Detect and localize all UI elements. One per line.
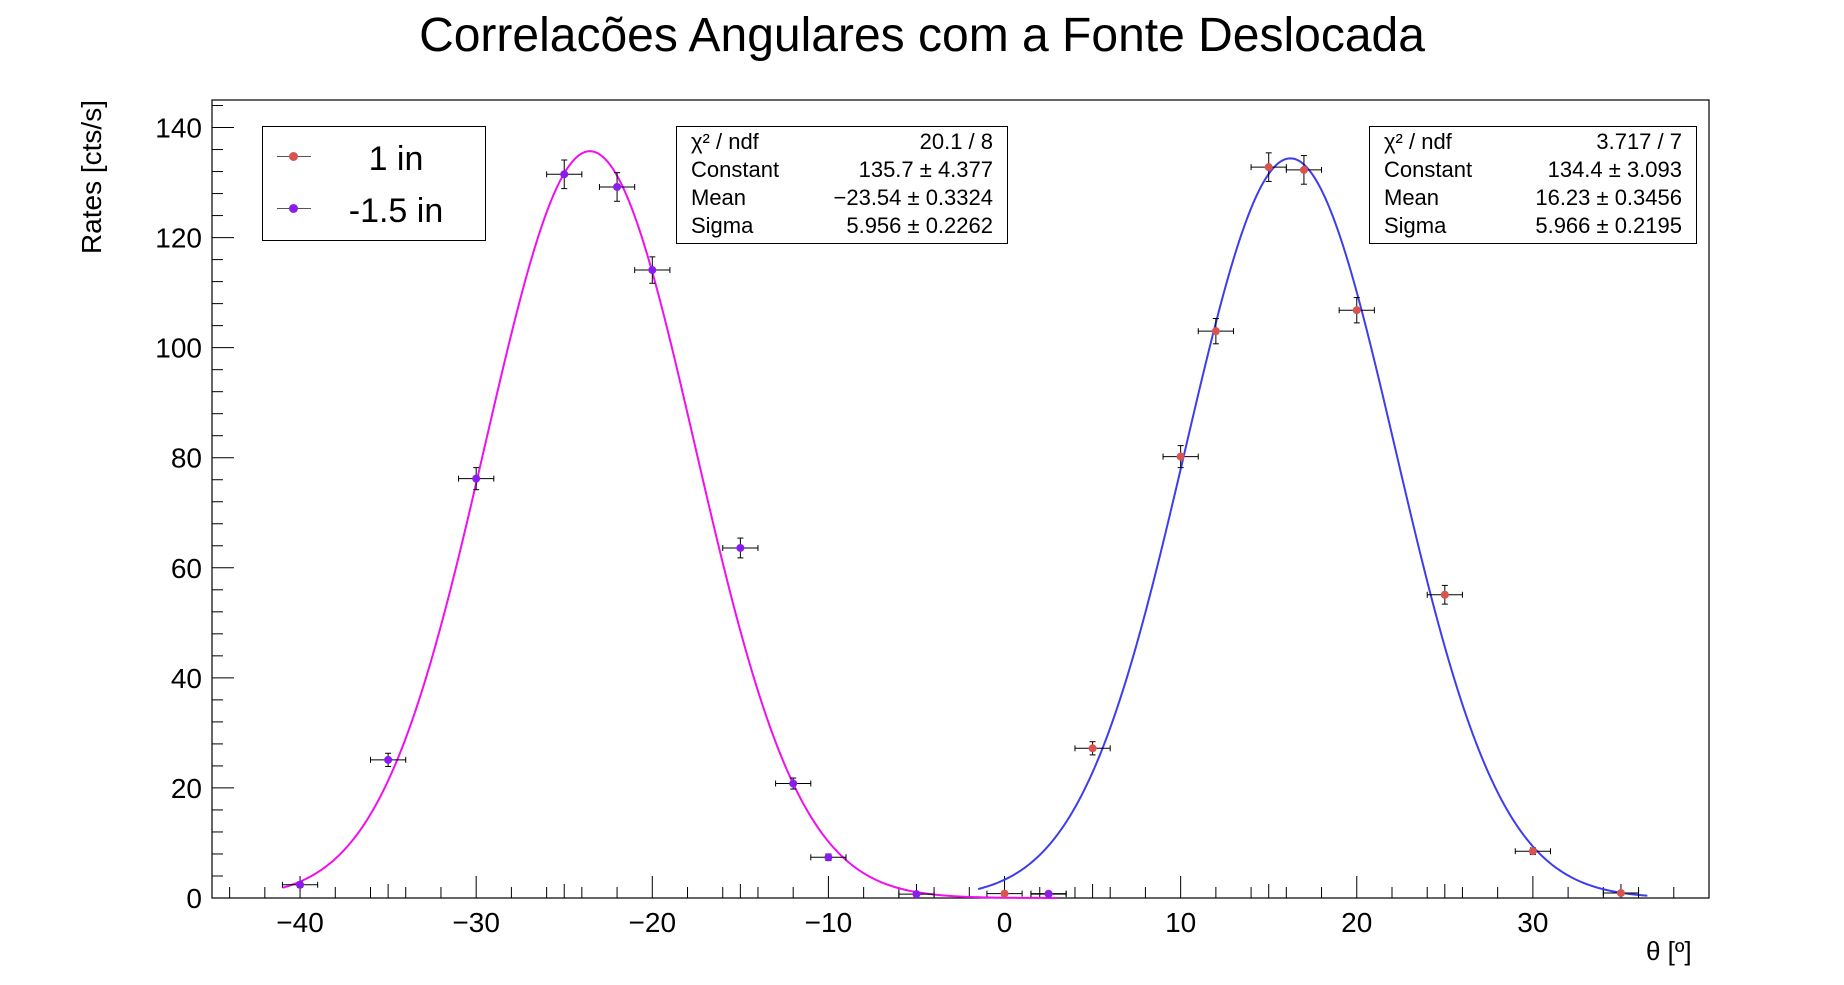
data-point [1044, 890, 1053, 899]
stats-mean-row: Mean −23.54 ± 0.3324 [691, 185, 993, 213]
y-tick-label: 120 [155, 223, 202, 254]
stats-chi2-row: χ² / ndf 20.1 / 8 [691, 129, 993, 157]
fit-stats-box-right: χ² / ndf 3.717 / 7 Constant 134.4 ± 3.09… [1369, 126, 1697, 244]
stats-key: Sigma [1384, 213, 1447, 238]
y-axis-label: Rates [cts/s] [76, 100, 107, 254]
data-point [1352, 306, 1361, 315]
stats-value: 20.1 / 8 [919, 129, 993, 154]
stats-constant-row: Constant 135.7 ± 4.377 [691, 157, 993, 185]
stats-key: Constant [1384, 157, 1473, 182]
legend-entry-1in: 1 in [263, 132, 485, 182]
data-point [824, 853, 833, 862]
x-tick-label: 20 [1341, 907, 1372, 938]
data-point [789, 779, 798, 788]
stats-sigma-row: Sigma 5.966 ± 0.2195 [1384, 213, 1682, 241]
stats-constant-row: Constant 134.4 ± 3.093 [1384, 157, 1682, 185]
x-tick-label: 0 [997, 907, 1013, 938]
chart-title: Correlacões Angulares com a Fonte Desloc… [419, 9, 1425, 62]
data-point [472, 474, 481, 483]
y-tick-label: 0 [186, 883, 202, 914]
data-point [1264, 163, 1273, 172]
stats-value: 5.956 ± 0.2262 [846, 213, 993, 238]
data-point [648, 266, 657, 275]
data-point [1528, 847, 1537, 856]
fit-curve [282, 150, 1058, 899]
y-tick-label: 100 [155, 333, 202, 364]
legend-entry-minus1-5in: -1.5 in [263, 184, 485, 234]
x-tick-label: 30 [1517, 907, 1548, 938]
stats-key: Mean [691, 185, 747, 210]
y-tick-label: 80 [171, 443, 202, 474]
x-axis-label: θ [º] [1646, 936, 1692, 966]
fit-stats-box-left: χ² / ndf 20.1 / 8 Constant 135.7 ± 4.377… [676, 126, 1008, 244]
data-point [1299, 165, 1308, 174]
stats-mean-row: Mean 16.23 ± 0.3456 [1384, 185, 1682, 213]
y-tick-label: 40 [171, 663, 202, 694]
data-point [1000, 889, 1009, 898]
legend-marker-icon [289, 204, 298, 213]
x-tick-label: −10 [805, 907, 853, 938]
fit-curve [977, 157, 1648, 897]
stats-value: 135.7 ± 4.377 [858, 157, 993, 182]
y-tick-label: 20 [171, 773, 202, 804]
stats-value: 16.23 ± 0.3456 [1535, 185, 1682, 210]
legend-marker-icon [289, 152, 298, 161]
legend: 1 in -1.5 in [262, 126, 486, 241]
data-points-group [281, 152, 1640, 899]
data-point [384, 755, 393, 764]
x-tick-label: 10 [1165, 907, 1196, 938]
data-point [912, 890, 921, 899]
stats-key: Sigma [691, 213, 754, 238]
data-point [613, 182, 622, 191]
data-point [296, 880, 305, 889]
legend-label: 1 in [368, 140, 424, 178]
stats-chi2-row: χ² / ndf 3.717 / 7 [1384, 129, 1682, 157]
data-point [560, 170, 569, 179]
fit-curves-group [282, 150, 1648, 899]
x-tick-label: −20 [629, 907, 677, 938]
stats-value: 134.4 ± 3.093 [1547, 157, 1682, 182]
stats-value: 5.966 ± 0.2195 [1535, 213, 1682, 238]
stats-value: −23.54 ± 0.3324 [833, 185, 994, 210]
stats-key: χ² / ndf [691, 129, 759, 154]
data-point [1211, 327, 1220, 336]
data-point [1616, 889, 1625, 898]
y-tick-label: 60 [171, 553, 202, 584]
data-point [1176, 452, 1185, 461]
legend-label: -1.5 in [348, 192, 444, 230]
data-point [736, 543, 745, 552]
axes-group: −40 −30 −20 −10 0 10 20 30 0 20 40 60 80 100 120 140 Rat… [76, 99, 1710, 938]
stats-value: 3.717 / 7 [1596, 129, 1682, 154]
y-tick-label: 140 [155, 113, 202, 144]
stats-key: Mean [1384, 185, 1440, 210]
data-point [1088, 744, 1097, 753]
stats-key: Constant [691, 157, 780, 182]
x-tick-label: −40 [276, 907, 324, 938]
x-tick-label: −30 [452, 907, 500, 938]
stats-key: χ² / ndf [1384, 129, 1452, 154]
data-point [1440, 590, 1449, 599]
stats-sigma-row: Sigma 5.956 ± 0.2262 [691, 213, 993, 241]
plot-frame [211, 99, 1710, 899]
